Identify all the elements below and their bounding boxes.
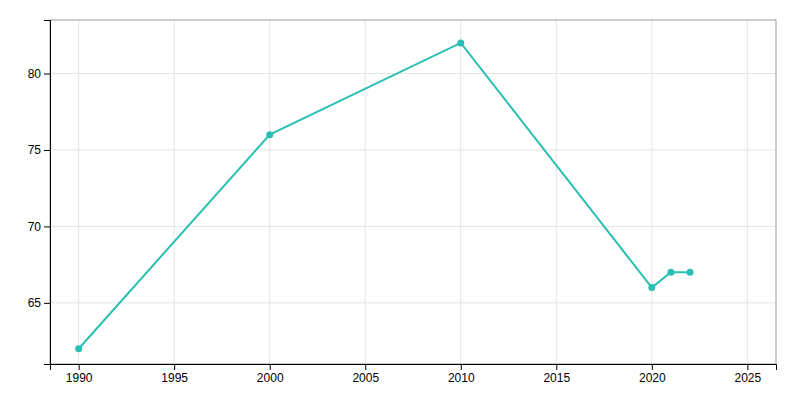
x-tick-mark	[174, 364, 175, 370]
grid-line	[556, 20, 557, 364]
grid-line	[269, 20, 270, 364]
x-tick: 2000	[257, 364, 284, 385]
x-tick-mark	[461, 364, 462, 370]
marks	[75, 39, 693, 352]
grid-line	[50, 149, 776, 150]
x-tick-mark	[556, 364, 557, 370]
grid-line	[174, 20, 175, 364]
grid-line	[50, 226, 776, 227]
x-tick: 2015	[543, 364, 570, 385]
x-tick-label: 2010	[448, 371, 475, 385]
x-tick-mark	[270, 364, 271, 370]
point	[667, 269, 674, 276]
x-axis-line	[51, 365, 777, 371]
grid-line	[651, 20, 652, 364]
grid-line	[78, 20, 79, 364]
x-axis: 1990 1995 2000 2005 2010 2015 2020 2025	[51, 364, 777, 385]
y-tick-label: 75	[28, 143, 42, 157]
grid-line	[50, 73, 776, 74]
x-tick: 2025	[734, 364, 761, 385]
grid-line	[50, 302, 776, 303]
plot: 1990 1995 2000 2005 2010 2015 2020 2025 65 70 75 80	[28, 20, 777, 385]
x-tick-label: 2005	[352, 371, 379, 385]
point	[75, 345, 82, 352]
y-tick-mark	[44, 303, 50, 304]
y-tick-label: 80	[28, 67, 42, 81]
x-tick-mark	[652, 364, 653, 370]
y-tick: 75	[28, 143, 50, 157]
x-tick: 2010	[448, 364, 475, 385]
x-tick: 2020	[639, 364, 666, 385]
y-axis-line	[44, 21, 51, 365]
point	[687, 269, 694, 276]
point	[266, 131, 273, 138]
y-tick-mark	[44, 150, 50, 151]
y-tick-label: 70	[28, 220, 42, 234]
x-tick-label: 2020	[639, 371, 666, 385]
x-tick-mark	[365, 364, 366, 370]
y-tick-label: 65	[28, 296, 42, 310]
x-tick-label: 2000	[257, 371, 284, 385]
y-tick: 65	[28, 296, 50, 310]
y-tick: 70	[28, 220, 50, 234]
x-tick: 1990	[66, 364, 93, 385]
x-tick-mark	[747, 364, 748, 370]
y-tick: 80	[28, 67, 50, 81]
x-tick-label: 1995	[161, 371, 188, 385]
grid	[50, 20, 776, 364]
x-tick: 2005	[352, 364, 379, 385]
line	[79, 43, 690, 349]
y-axis: 65 70 75 80	[28, 21, 51, 365]
x-tick-label: 1990	[66, 371, 93, 385]
grid-line	[747, 20, 748, 364]
x-tick-label: 2025	[734, 371, 761, 385]
plot-frame	[50, 20, 776, 364]
chart: 1990 1995 2000 2005 2010 2015 2020 2025 65 70 75 80	[0, 0, 800, 400]
x-tick-label: 2015	[543, 371, 570, 385]
grid-line	[365, 20, 366, 364]
grid-line	[460, 20, 461, 364]
x-tick: 1995	[161, 364, 188, 385]
point	[457, 39, 464, 46]
x-tick-mark	[79, 364, 80, 370]
point	[648, 284, 655, 291]
y-tick-mark	[44, 226, 50, 227]
y-tick-mark	[44, 74, 50, 75]
